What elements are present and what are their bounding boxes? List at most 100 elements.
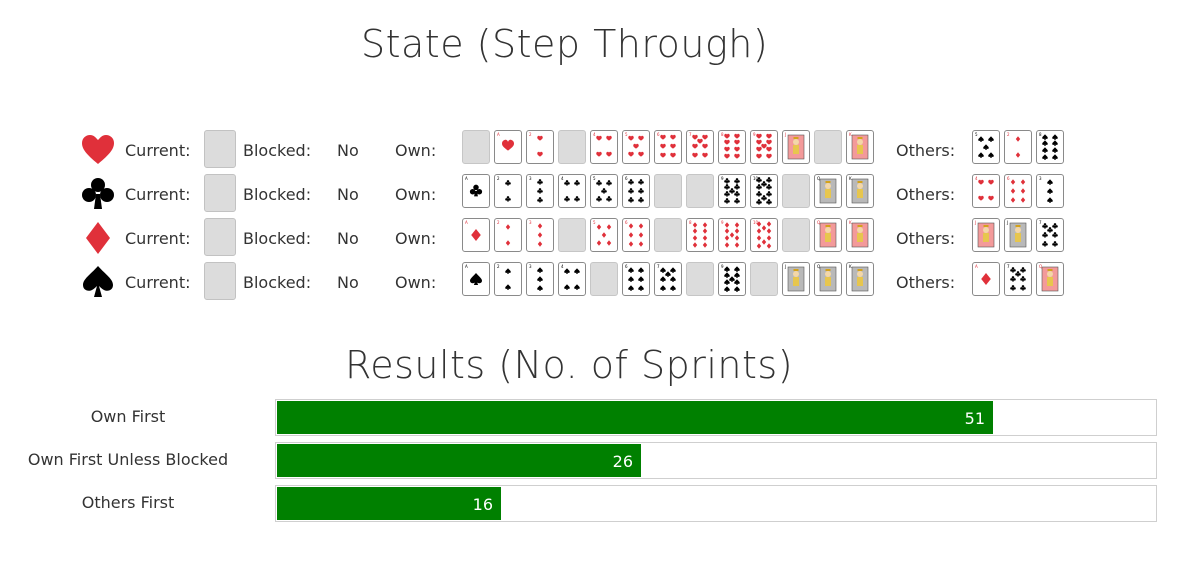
svg-text:8: 8 (1039, 132, 1042, 137)
playing-card-4-clubs: 4 (558, 174, 586, 208)
svg-text:6: 6 (1007, 176, 1010, 181)
svg-text:7: 7 (657, 264, 660, 269)
playing-card-4-hearts: 4 (972, 174, 1000, 208)
svg-text:J: J (784, 264, 786, 269)
playing-card-2-diamonds: 2 (1004, 130, 1032, 164)
empty-card-slot (782, 174, 810, 208)
own-label: Own: (395, 185, 437, 204)
playing-card-5-diamonds: 5 (590, 218, 618, 252)
empty-card-slot (590, 262, 618, 296)
playing-card-7-clubs: 7 (1036, 218, 1064, 252)
svg-text:6: 6 (625, 176, 628, 181)
svg-text:7: 7 (1007, 264, 1010, 269)
svg-text:K: K (849, 176, 852, 181)
playing-card-k-hearts: K (846, 130, 874, 164)
playing-card-2-clubs: 2 (494, 174, 522, 208)
svg-text:5: 5 (593, 176, 596, 181)
own-cards: A 2 3 5 6 8 9 10 Q K (462, 218, 878, 256)
suit-row-clubs: Current: Blocked: No Own: A 2 3 4 5 6 9 10 Q K Ot… (80, 174, 1080, 214)
playing-card-5-spades: 5 (972, 130, 1000, 164)
svg-text:9: 9 (721, 264, 724, 269)
own-label: Own: (395, 141, 437, 160)
current-label: Current: (125, 273, 191, 292)
result-row-own-first-unless-blocked: Own First Unless Blocked 26 (0, 442, 1187, 480)
svg-text:3: 3 (529, 264, 532, 269)
own-cards: A 2 3 4 6 7 9 J Q K (462, 262, 878, 300)
own-label: Own: (395, 229, 437, 248)
svg-text:K: K (849, 220, 852, 225)
result-value: 16 (472, 495, 493, 514)
playing-card-3-diamonds: 3 (526, 218, 554, 252)
playing-card-8-diamonds: 8 (686, 218, 714, 252)
current-card-slot (204, 174, 236, 212)
playing-card-j-spades: J (782, 262, 810, 296)
result-bar-track: 26 (275, 442, 1157, 479)
playing-card-a-spades: A (462, 262, 490, 296)
others-label: Others: (896, 141, 956, 160)
blocked-label: Blocked: (243, 229, 312, 248)
own-label: Own: (395, 273, 437, 292)
playing-card-2-spades: 2 (494, 262, 522, 296)
playing-card-6-spades: 6 (622, 262, 650, 296)
empty-card-slot (462, 130, 490, 164)
results-title: Results (No. of Sprints) (345, 343, 794, 387)
state-title: State (Step Through) (361, 22, 769, 66)
svg-text:8: 8 (721, 132, 724, 137)
playing-card-a-hearts: A (494, 130, 522, 164)
empty-card-slot (686, 262, 714, 296)
playing-card-9-clubs: 9 (718, 174, 746, 208)
suit-row-diamonds: Current: Blocked: No Own: A 2 3 5 6 8 9 10 Q K Ot… (80, 218, 1080, 258)
playing-card-10-clubs: 10 (750, 174, 778, 208)
playing-card-7-clubs: 7 (1004, 262, 1032, 296)
svg-text:6: 6 (625, 220, 628, 225)
svg-text:2: 2 (1007, 132, 1010, 137)
empty-card-slot (654, 174, 682, 208)
svg-text:4: 4 (561, 176, 564, 181)
svg-text:4: 4 (975, 176, 978, 181)
svg-text:A: A (497, 132, 500, 137)
playing-card-6-diamonds: 6 (1004, 174, 1032, 208)
diamond-icon (80, 220, 116, 256)
svg-text:6: 6 (625, 264, 628, 269)
playing-card-6-diamonds: 6 (622, 218, 650, 252)
current-card-slot (204, 218, 236, 256)
playing-card-3-spades: 3 (526, 262, 554, 296)
playing-card-8-spades: 8 (1036, 130, 1064, 164)
svg-text:J: J (784, 132, 786, 137)
svg-text:Q: Q (817, 264, 820, 269)
playing-card-4-hearts: 4 (590, 130, 618, 164)
playing-card-3-spades: 3 (1036, 174, 1064, 208)
empty-card-slot (814, 130, 842, 164)
svg-text:10: 10 (753, 176, 759, 181)
blocked-value: No (337, 229, 359, 248)
club-icon (80, 176, 116, 212)
current-label: Current: (125, 185, 191, 204)
others-label: Others: (896, 273, 956, 292)
svg-text:4: 4 (561, 264, 564, 269)
result-bar-track: 16 (275, 485, 1157, 522)
others-label: Others: (896, 229, 956, 248)
svg-text:J: J (1006, 220, 1008, 225)
playing-card-k-clubs: K (846, 174, 874, 208)
current-card-slot (204, 130, 236, 168)
current-card-slot (204, 262, 236, 300)
svg-text:A: A (975, 264, 978, 269)
empty-card-slot (686, 174, 714, 208)
result-row-own-first: Own First 51 (0, 399, 1187, 437)
playing-card-8-hearts: 8 (718, 130, 746, 164)
suit-row-spades: Current: Blocked: No Own: A 2 3 4 6 7 9 J Q K Oth… (80, 262, 1080, 302)
result-row-others-first: Others First 16 (0, 485, 1187, 523)
svg-text:2: 2 (497, 176, 500, 181)
result-bar-fill: 16 (277, 487, 501, 520)
others-cards: J J 7 (972, 218, 1068, 256)
svg-text:7: 7 (1039, 220, 1042, 225)
svg-text:3: 3 (1039, 176, 1042, 181)
result-value: 26 (612, 452, 633, 471)
result-label: Others First (81, 493, 175, 512)
blocked-value: No (337, 185, 359, 204)
svg-text:A: A (465, 264, 468, 269)
suit-row-hearts: Current: Blocked: No Own: A 2 4 5 6 7 8 9 J K Oth… (80, 130, 1080, 170)
own-cards: A 2 4 5 6 7 8 9 J K (462, 130, 878, 168)
playing-card-9-spades: 9 (718, 262, 746, 296)
svg-text:5: 5 (593, 220, 596, 225)
